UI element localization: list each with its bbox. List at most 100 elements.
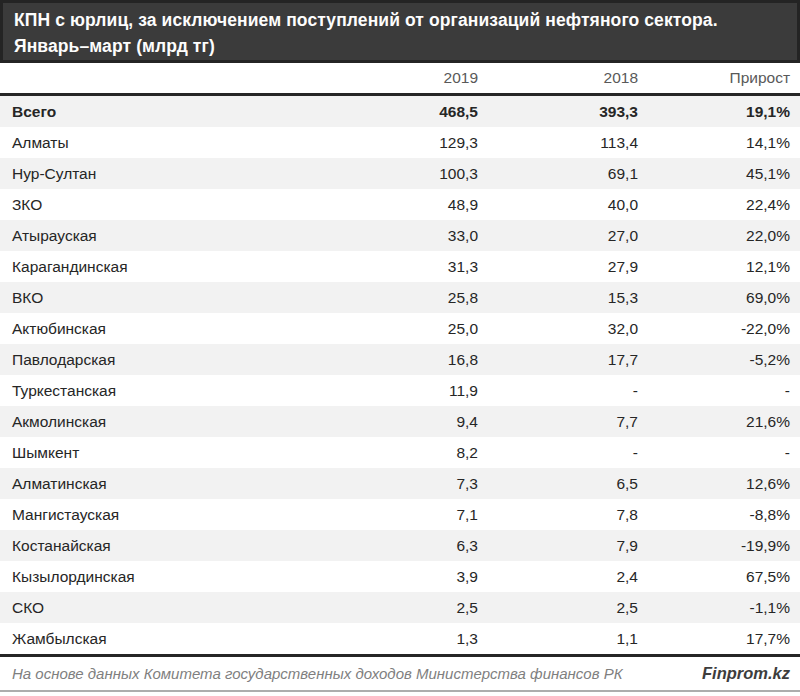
region-name-cell: Карагандинская: [0, 251, 300, 282]
value-2018-cell: 1,1: [478, 623, 638, 654]
region-name-cell: Костанайская: [0, 530, 300, 561]
table-row: Акмолинская 9,4 7,7 21,6%: [0, 406, 800, 437]
growth-cell: 19,1%: [638, 95, 800, 128]
value-2019-cell: 1,3: [300, 623, 478, 654]
value-2018-cell: 27,0: [478, 220, 638, 251]
table-body: Всего 468,5 393,3 19,1% Алматы 129,3 113…: [0, 95, 800, 655]
growth-cell: 22,0%: [638, 220, 800, 251]
region-name-cell: Нур-Султан: [0, 158, 300, 189]
growth-cell: 12,6%: [638, 468, 800, 499]
value-2018-cell: 27,9: [478, 251, 638, 282]
growth-cell: 22,4%: [638, 189, 800, 220]
value-2019-cell: 33,0: [300, 220, 478, 251]
table-row: Алматинская 7,3 6,5 12,6%: [0, 468, 800, 499]
growth-cell: 12,1%: [638, 251, 800, 282]
table-row: Мангистауская 7,1 7,8 -8,8%: [0, 499, 800, 530]
column-header-growth: Прирост: [638, 63, 800, 95]
source-note: На основе данных Комитета государственны…: [12, 665, 623, 682]
value-2018-cell: 40,0: [478, 189, 638, 220]
growth-cell: 21,6%: [638, 406, 800, 437]
value-2019-cell: 6,3: [300, 530, 478, 561]
growth-cell: -19,9%: [638, 530, 800, 561]
title-line-1: КПН с юрлиц, за исключением поступлений …: [14, 7, 786, 33]
region-name-cell: Мангистауская: [0, 499, 300, 530]
footer: На основе данных Комитета государственны…: [0, 654, 800, 692]
table-row: ЗКО 48,9 40,0 22,4%: [0, 189, 800, 220]
growth-cell: -: [638, 375, 800, 406]
infographic: КПН с юрлиц, за исключением поступлений …: [0, 0, 800, 692]
table-row: Жамбылская 1,3 1,1 17,7%: [0, 623, 800, 654]
growth-cell: -22,0%: [638, 313, 800, 344]
value-2018-cell: 393,3: [478, 95, 638, 128]
region-name-cell: Акмолинская: [0, 406, 300, 437]
data-table: 2019 2018 Прирост Всего 468,5 393,3 19,1…: [0, 63, 800, 654]
table-row: СКО 2,5 2,5 -1,1%: [0, 592, 800, 623]
column-header-2019: 2019: [300, 63, 478, 95]
region-name-cell: Алматы: [0, 127, 300, 158]
table-row: Кызылординская 3,9 2,4 67,5%: [0, 561, 800, 592]
region-name-cell: Павлодарская: [0, 344, 300, 375]
table-row: Павлодарская 16,8 17,7 -5,2%: [0, 344, 800, 375]
value-2018-cell: 17,7: [478, 344, 638, 375]
value-2019-cell: 9,4: [300, 406, 478, 437]
value-2018-cell: -: [478, 437, 638, 468]
value-2019-cell: 7,3: [300, 468, 478, 499]
value-2018-cell: 7,9: [478, 530, 638, 561]
growth-cell: 67,5%: [638, 561, 800, 592]
value-2018-cell: 2,5: [478, 592, 638, 623]
value-2019-cell: 129,3: [300, 127, 478, 158]
region-name-cell: Актюбинская: [0, 313, 300, 344]
value-2019-cell: 11,9: [300, 375, 478, 406]
table-row: ВКО 25,8 15,3 69,0%: [0, 282, 800, 313]
table-row: Карагандинская 31,3 27,9 12,1%: [0, 251, 800, 282]
table-row: Алматы 129,3 113,4 14,1%: [0, 127, 800, 158]
region-name-cell: Туркестанская: [0, 375, 300, 406]
table-row: Актюбинская 25,0 32,0 -22,0%: [0, 313, 800, 344]
table-row: Туркестанская 11,9 - -: [0, 375, 800, 406]
table-row: Костанайская 6,3 7,9 -19,9%: [0, 530, 800, 561]
table-row: Шымкент 8,2 - -: [0, 437, 800, 468]
title-line-2: Январь–март (млрд тг): [14, 33, 786, 59]
table-header-row: 2019 2018 Прирост: [0, 63, 800, 95]
region-name-cell: ЗКО: [0, 189, 300, 220]
value-2018-cell: 69,1: [478, 158, 638, 189]
region-name-cell: Всего: [0, 95, 300, 128]
value-2018-cell: 7,8: [478, 499, 638, 530]
table-row: Нур-Султан 100,3 69,1 45,1%: [0, 158, 800, 189]
value-2019-cell: 100,3: [300, 158, 478, 189]
growth-cell: 45,1%: [638, 158, 800, 189]
region-name-cell: Атырауская: [0, 220, 300, 251]
growth-cell: -8,8%: [638, 499, 800, 530]
growth-cell: 17,7%: [638, 623, 800, 654]
value-2019-cell: 8,2: [300, 437, 478, 468]
region-name-cell: ВКО: [0, 282, 300, 313]
value-2019-cell: 31,3: [300, 251, 478, 282]
value-2018-cell: 113,4: [478, 127, 638, 158]
value-2018-cell: 15,3: [478, 282, 638, 313]
growth-cell: -5,2%: [638, 344, 800, 375]
region-name-cell: Шымкент: [0, 437, 300, 468]
title-bar: КПН с юрлиц, за исключением поступлений …: [0, 0, 800, 63]
region-name-cell: СКО: [0, 592, 300, 623]
value-2018-cell: 6,5: [478, 468, 638, 499]
value-2018-cell: -: [478, 375, 638, 406]
column-header-2018: 2018: [478, 63, 638, 95]
value-2019-cell: 25,8: [300, 282, 478, 313]
table-row: Атырауская 33,0 27,0 22,0%: [0, 220, 800, 251]
value-2019-cell: 48,9: [300, 189, 478, 220]
value-2019-cell: 468,5: [300, 95, 478, 128]
value-2019-cell: 16,8: [300, 344, 478, 375]
table-row: Всего 468,5 393,3 19,1%: [0, 95, 800, 128]
growth-cell: 69,0%: [638, 282, 800, 313]
growth-cell: -: [638, 437, 800, 468]
growth-cell: -1,1%: [638, 592, 800, 623]
region-name-cell: Кызылординская: [0, 561, 300, 592]
value-2019-cell: 25,0: [300, 313, 478, 344]
value-2018-cell: 7,7: [478, 406, 638, 437]
growth-cell: 14,1%: [638, 127, 800, 158]
value-2019-cell: 3,9: [300, 561, 478, 592]
column-header-region: [0, 63, 300, 95]
brand-logo: Finprom.kz: [702, 664, 790, 683]
region-name-cell: Жамбылская: [0, 623, 300, 654]
value-2018-cell: 32,0: [478, 313, 638, 344]
